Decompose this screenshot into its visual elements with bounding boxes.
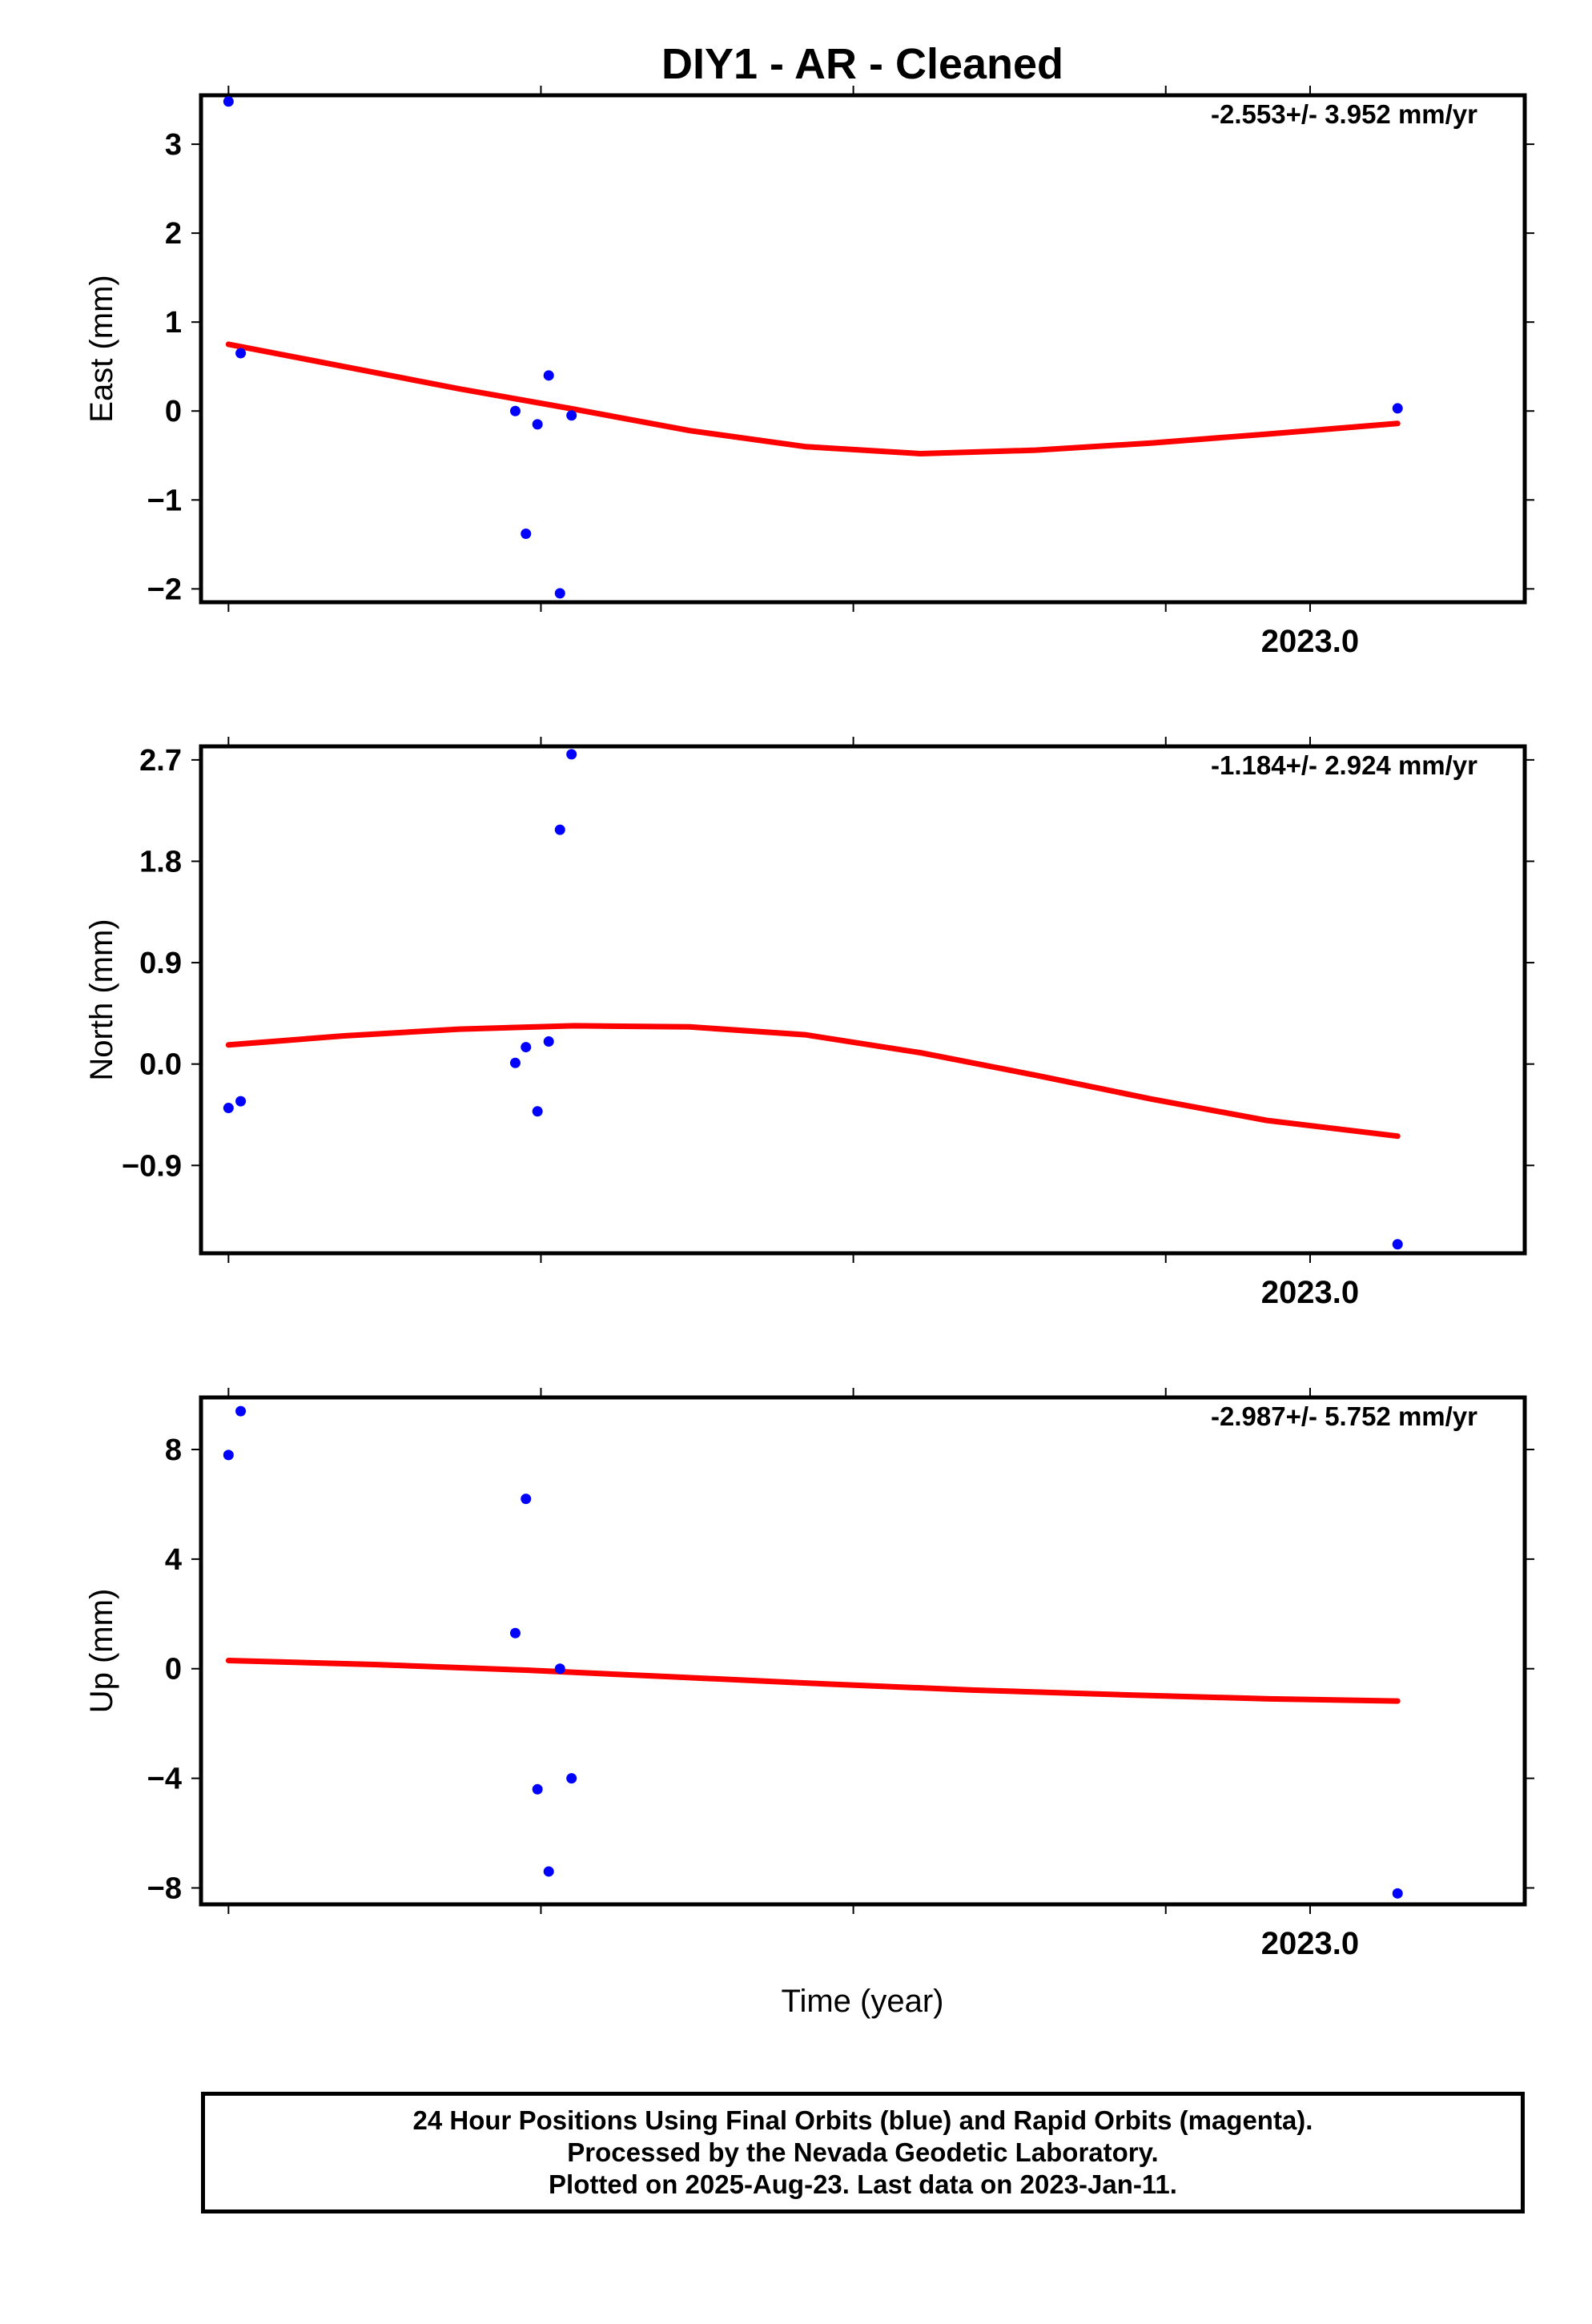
- caption-line-1: 24 Hour Positions Using Final Orbits (bl…: [412, 2105, 1313, 2135]
- up-data-point: [235, 1405, 247, 1417]
- north-data-point: [509, 1057, 521, 1068]
- up-velocity-label: -2.987+/- 5.752 mm/yr: [1211, 1401, 1477, 1431]
- north-data-point: [235, 1096, 247, 1107]
- up-data-point: [521, 1494, 532, 1505]
- north-data-point: [521, 1042, 532, 1053]
- east-data-point: [235, 348, 247, 359]
- north-y-tick-label: −0.9: [122, 1149, 182, 1183]
- east-data-point: [509, 405, 521, 416]
- east-data-point: [532, 419, 543, 430]
- east-panel: 2023.0 3 2 1 0 −1 −2 East (mm) -2.553+/- 3.952 m…: [84, 86, 1534, 659]
- up-data-point: [554, 1663, 565, 1675]
- up-data-point: [532, 1783, 543, 1795]
- east-y-tick-label: 2: [165, 217, 182, 251]
- chart-title: DIY1 - AR - Cleaned: [661, 40, 1063, 88]
- x-axis-label: Time (year): [782, 1984, 944, 2019]
- up-y-tick-label: −8: [147, 1872, 182, 1905]
- east-y-tick-label: −2: [147, 573, 182, 606]
- caption-box: 24 Hour Positions Using Final Orbits (bl…: [201, 2092, 1525, 2213]
- east-data-point: [554, 588, 565, 599]
- caption-line-3: Plotted on 2025-Aug-23. Last data on 202…: [549, 2169, 1177, 2199]
- east-x-tick-label: 2023.0: [1261, 624, 1359, 659]
- up-y-tick-label: 0: [165, 1653, 182, 1687]
- north-data-point: [543, 1036, 554, 1047]
- east-data-point: [1392, 403, 1403, 414]
- north-data-point: [1392, 1239, 1403, 1250]
- east-y-tick-label: 1: [165, 306, 182, 340]
- up-panel: 2023.0 8 4 0 −4 −8 Up (mm) -2.987+/- 5.752 mm/y…: [84, 1388, 1534, 1961]
- up-data-point: [223, 1449, 234, 1461]
- north-data-point: [532, 1106, 543, 1117]
- north-velocity-label: -1.184+/- 2.924 mm/yr: [1211, 750, 1477, 780]
- up-x-tick-label: 2023.0: [1261, 1926, 1359, 1961]
- up-frame: [199, 1395, 1527, 1907]
- east-velocity-label: -2.553+/- 3.952 mm/yr: [1211, 99, 1477, 129]
- east-y-axis-label: East (mm): [84, 275, 119, 422]
- east-y-tick-label: 0: [165, 395, 182, 428]
- east-data-point: [223, 96, 234, 107]
- panels: 2023.0 3 2 1 0 −1 −2 East (mm) -2.553+/- 3.952 m…: [84, 86, 1534, 1961]
- east-data-point: [566, 410, 577, 421]
- up-fit-line: [225, 1658, 1401, 1704]
- up-data-point: [566, 1773, 577, 1784]
- up-y-tick-label: 8: [165, 1433, 182, 1467]
- east-fit-line: [225, 341, 1401, 456]
- east-y-tick-label: −1: [147, 484, 182, 517]
- north-y-tick-label: 0.9: [139, 947, 182, 980]
- up-data-point: [1392, 1888, 1403, 1899]
- up-data-point: [509, 1627, 521, 1638]
- north-data-point: [223, 1103, 234, 1114]
- north-data-point: [554, 824, 565, 835]
- east-y-tick-label: 3: [165, 128, 182, 162]
- up-data-point: [543, 1866, 554, 1877]
- east-data-point: [521, 528, 532, 539]
- east-frame: [199, 93, 1527, 605]
- north-y-tick-label: 2.7: [139, 744, 182, 778]
- caption-line-2: Processed by the Nevada Geodetic Laborat…: [567, 2137, 1159, 2167]
- east-data-point: [543, 370, 554, 381]
- north-panel: 2023.0 2.7 1.8 0.9 0.0 −0.9 North (mm) -1.184+/…: [84, 737, 1534, 1310]
- up-y-tick-label: −4: [147, 1763, 182, 1796]
- north-x-tick-label: 2023.0: [1261, 1275, 1359, 1310]
- north-frame: [199, 744, 1527, 1256]
- up-y-tick-label: 4: [165, 1543, 182, 1577]
- north-y-tick-label: 0.0: [139, 1048, 182, 1082]
- north-fit-line: [225, 1023, 1401, 1140]
- north-y-tick-label: 1.8: [139, 845, 182, 879]
- north-data-point: [566, 749, 577, 760]
- up-y-axis-label: Up (mm): [84, 1589, 119, 1714]
- north-y-axis-label: North (mm): [84, 919, 119, 1080]
